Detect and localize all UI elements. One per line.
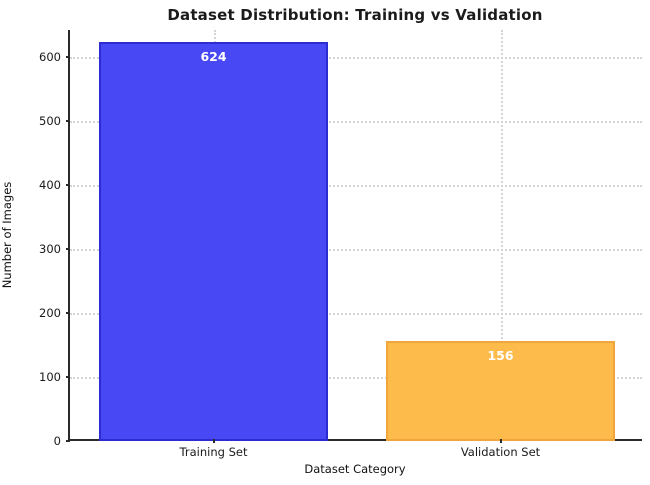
y-tick-mark-0 — [66, 440, 70, 442]
y-tick-label-600: 600 — [39, 49, 61, 64]
h-gridline-400 — [70, 184, 642, 187]
x-tick-label-training-set: Training Set — [179, 445, 248, 459]
y-tick-mark-300 — [66, 247, 70, 250]
y-tick-mark-200 — [66, 311, 70, 314]
h-gridline-500 — [70, 120, 642, 123]
x-axis-label: Dataset Category — [304, 462, 406, 476]
h-gridline-100 — [70, 376, 642, 379]
y-axis-label: Number of Images — [0, 181, 14, 289]
bar-value-label-training-set: 624 — [200, 48, 227, 64]
x-tick-mark-validation-set — [499, 439, 502, 443]
y-tick-label-100: 100 — [39, 369, 61, 384]
y-tick-label-400: 400 — [39, 177, 61, 192]
chart-title: Dataset Distribution: Training vs Valida… — [167, 6, 543, 24]
y-tick-label-200: 200 — [39, 305, 61, 320]
y-tick-label-0: 0 — [53, 434, 61, 448]
y-tick-mark-400 — [66, 183, 70, 186]
x-tick-mark-training-set — [212, 439, 215, 443]
y-tick-label-300: 300 — [39, 241, 61, 256]
v-gridline-validation-set — [500, 30, 503, 439]
y-tick-mark-100 — [66, 375, 70, 378]
h-gridline-200 — [70, 312, 642, 315]
bar-training-set — [98, 41, 329, 441]
y-tick-mark-500 — [66, 119, 70, 122]
y-tick-label-500: 500 — [39, 113, 61, 128]
h-gridline-300 — [70, 248, 642, 251]
plot-area: 624 156 0 100 200 300 400 500 600 Training Set Va… — [39, 30, 642, 459]
x-tick-label-validation-set: Validation Set — [460, 445, 541, 459]
h-gridline-600 — [70, 56, 642, 59]
y-tick-mark-600 — [66, 55, 70, 58]
bar-value-label-validation-set: 156 — [487, 348, 514, 364]
